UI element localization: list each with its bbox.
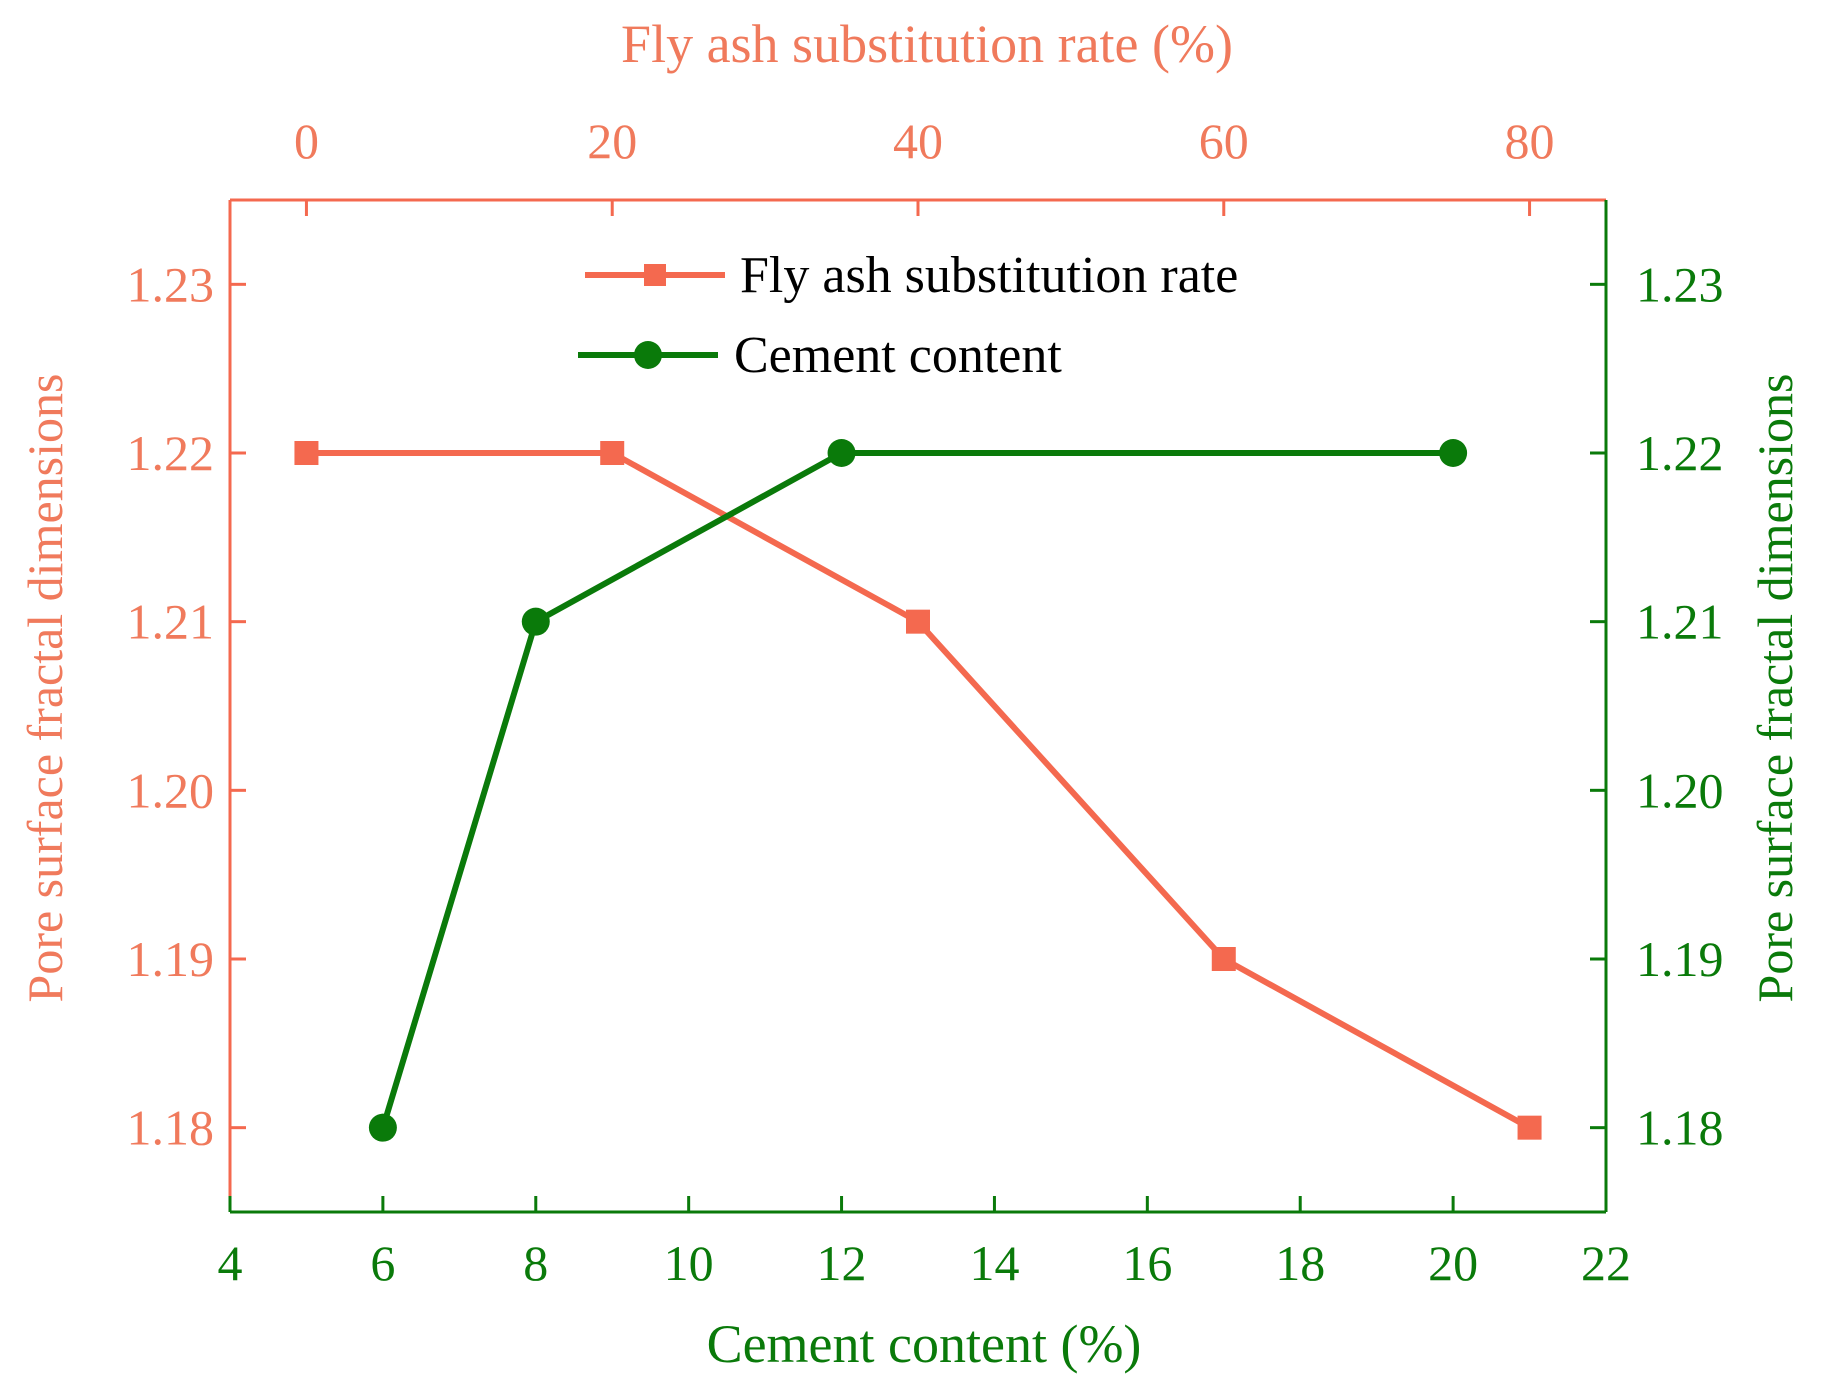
left-axis-tick-label: 1.19: [127, 931, 215, 987]
right-axis-tick-label: 1.19: [1636, 931, 1724, 987]
tick-labels: 1.18 1.19 1.20 1.21 1.22 1.23 1.18 1.19 1.20 1.21…: [127, 113, 1724, 1291]
data-point-fly-ash: [600, 441, 625, 465]
bottom-axis-tick-label: 22: [1581, 1235, 1631, 1291]
top-axis-tick-label: 80: [1505, 113, 1555, 169]
axes: [228, 198, 1608, 1214]
top-axis-tick-label: 20: [587, 113, 637, 169]
right-axis-tick-label: 1.18: [1636, 1100, 1724, 1156]
top-axis-tick-label: 60: [1199, 113, 1249, 169]
left-axis-tick-label: 1.22: [127, 425, 215, 481]
data-point-fly-ash: [294, 441, 319, 465]
bottom-axis-tick-label: 8: [523, 1235, 548, 1291]
bottom-axis-tick-label: 16: [1122, 1235, 1172, 1291]
legend-label-cement: Cement content: [734, 327, 1062, 384]
data-point-fly-ash: [1211, 947, 1236, 971]
bottom-axis-tick-label: 6: [370, 1235, 395, 1291]
top-axis-title: Fly ash substitution rate (%): [621, 14, 1233, 74]
series-line-fly-ash: [306, 450, 1532, 1131]
right-axis-tick-label: 1.21: [1636, 594, 1724, 650]
bottom-axis-tick-label: 10: [664, 1235, 714, 1291]
data-point-cement: [521, 607, 550, 636]
left-axis-tick-label: 1.23: [127, 256, 215, 312]
legend-marker-cement: [634, 341, 662, 369]
data-point-cement: [368, 1113, 397, 1142]
ticks: [228, 200, 1608, 1212]
right-axis-title: Pore surface fractal dimensions: [1747, 374, 1803, 1003]
bottom-axis-tick-label: 14: [969, 1235, 1019, 1291]
legend-marker-fly-ash: [644, 264, 666, 286]
legend-label-fly-ash: Fly ash substitution rate: [740, 247, 1238, 304]
bottom-axis-title: Cement content (%): [707, 1314, 1142, 1374]
bottom-axis-tick-label: 4: [218, 1235, 243, 1291]
left-axis-tick-label: 1.20: [127, 762, 215, 818]
bottom-axis-tick-label: 18: [1275, 1235, 1325, 1291]
left-axis-tick-label: 1.18: [127, 1100, 215, 1156]
right-axis-tick-label: 1.20: [1636, 762, 1724, 818]
data-point-fly-ash: [906, 609, 930, 634]
series-line-cement: [380, 450, 1454, 1129]
data-point-fly-ash: [1517, 1115, 1542, 1140]
right-axis-tick-label: 1.22: [1636, 425, 1724, 481]
data-point-cement: [827, 439, 856, 467]
legend: Fly ash substitution rate Cement content: [578, 247, 1238, 384]
top-axis-tick-label: 40: [893, 113, 943, 169]
data-point-cement: [1439, 439, 1468, 467]
left-axis-tick-label: 1.21: [127, 594, 215, 650]
bottom-axis-tick-label: 12: [817, 1235, 867, 1291]
series-group: [294, 439, 1542, 1142]
right-axis-tick-label: 1.23: [1636, 256, 1724, 312]
bottom-axis-tick-label: 20: [1428, 1235, 1478, 1291]
left-axis-title: Pore surface fractal dimensions: [17, 374, 73, 1003]
top-axis-tick-label: 0: [294, 113, 319, 169]
